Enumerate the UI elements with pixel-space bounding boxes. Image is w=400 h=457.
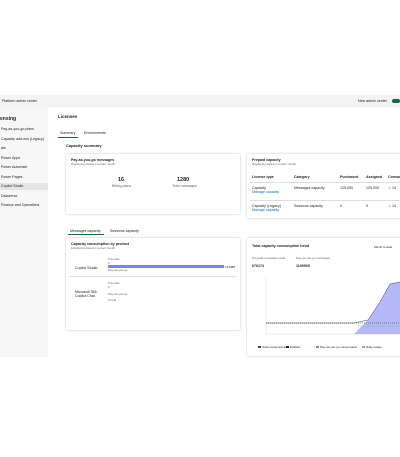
- product-line: Pay-as-you-go: [108, 292, 128, 296]
- nav-selected: [0, 182, 48, 190]
- link[interactable]: Manage capacity: [252, 208, 280, 212]
- cell: 125,000: [366, 186, 379, 190]
- card-title: Prepaid capacity: [252, 158, 281, 162]
- cell: 14: [392, 186, 396, 190]
- stat-value: 1280: [177, 177, 190, 183]
- nav-item[interactable]: Copilot Studio: [1, 184, 24, 188]
- stat-label: Billing plans: [112, 184, 132, 188]
- legend-label: Total consumption: [262, 345, 287, 349]
- stat-value: 16: [118, 177, 125, 183]
- link[interactable]: Manage capacity: [252, 190, 280, 194]
- section-title: Capacity summary: [66, 143, 102, 148]
- legend-swatch: [258, 346, 261, 348]
- legend-swatch: [286, 346, 289, 348]
- column-header: Purchased: [340, 175, 359, 179]
- product-line: 0: [108, 260, 110, 265]
- tab[interactable]: Environments: [84, 131, 106, 135]
- nav-item[interactable]: Capacity add-ons (Legacy): [1, 136, 44, 141]
- product-line: 0 total: [108, 298, 117, 302]
- usage-bar: [108, 265, 224, 268]
- trend-card: [247, 238, 400, 356]
- bar-label: 131088: [225, 265, 236, 269]
- page-title: Licenses: [58, 114, 78, 119]
- cell: Capacity: [252, 186, 266, 190]
- nav-heading: ensing: [0, 116, 17, 122]
- nav-pane: [0, 107, 48, 357]
- legend-swatch: [362, 346, 365, 348]
- warning-icon: ⚠: [388, 186, 392, 190]
- nav-item[interactable]: Finance and Operations: [1, 203, 40, 207]
- column-header: Category: [294, 175, 310, 179]
- cell: 5: [366, 204, 368, 208]
- card-subtitle: Displaying data for current month: [252, 162, 297, 166]
- legend-label: Pay-as-you-go consumption: [320, 345, 358, 349]
- column-header: Assigned: [366, 175, 383, 179]
- tab[interactable]: Summary: [60, 131, 76, 135]
- product-name: Copilot Studio: [75, 266, 98, 270]
- product-card: [66, 238, 240, 330]
- cell: Capacity (Legacy): [252, 204, 281, 208]
- toggle-label[interactable]: New admin center: [358, 99, 387, 103]
- cell: 125,000: [340, 186, 353, 190]
- tab-underline: [68, 234, 104, 235]
- product-line: 0: [108, 284, 110, 289]
- nav-item[interactable]: Power Pages: [1, 174, 23, 179]
- column-header: License type: [252, 175, 274, 179]
- payg-card: [66, 154, 240, 214]
- cell: Sessions capacity: [294, 204, 323, 208]
- legend-label: Daily usage: [366, 345, 382, 349]
- nav-item[interactable]: Power Automate: [1, 165, 28, 169]
- range-picker[interactable]: Month to date: [374, 245, 393, 249]
- area: [354, 282, 400, 334]
- legend-label: Entitled: [290, 345, 301, 349]
- stat-value: 1190909: [296, 264, 310, 268]
- product-line: Pay-as-you-go: [108, 268, 128, 272]
- nav-item[interactable]: Power Apps: [1, 155, 21, 160]
- trend-plot: [265, 278, 400, 335]
- app-title: Platform admin center: [2, 99, 38, 103]
- warning-icon: ⚠: [388, 204, 392, 208]
- cell: 14: [392, 204, 396, 208]
- nav-item[interactable]: Pay-as-you-go plans: [1, 127, 34, 131]
- divider: [70, 276, 236, 277]
- row-divider: [250, 200, 400, 201]
- tab-underline: [58, 137, 78, 138]
- cell: 0: [340, 204, 342, 208]
- product-line: Pre-paid: [108, 281, 120, 285]
- card-title: Total capacity consumption trend: [252, 244, 310, 248]
- product-name: Microsoft 365 Copilot Chat: [75, 290, 97, 298]
- nav-item[interactable]: ats: [1, 146, 6, 150]
- total-line: [266, 281, 400, 324]
- legend-swatch: [316, 346, 319, 348]
- prepaid-card: [247, 154, 400, 218]
- column-header: Consum: [388, 175, 400, 179]
- nav-item[interactable]: Dataverse: [1, 193, 18, 198]
- card-subtitle: Displaying data for current month: [71, 246, 116, 250]
- tab[interactable]: Messages capacity: [70, 229, 101, 233]
- stat-value: 676174: [252, 264, 264, 268]
- toggle[interactable]: [392, 99, 400, 103]
- stat-label: Pay-as-you-go messages: [296, 256, 331, 260]
- product-line: Pre-paid: [108, 257, 120, 261]
- stat-label: Pre-paid messages used: [252, 256, 286, 260]
- tab[interactable]: Sessions capacity: [110, 229, 139, 233]
- top-bar: [0, 95, 400, 107]
- row-divider: [250, 182, 400, 183]
- card-title: Capacity consumption by product: [71, 242, 130, 246]
- card-title: Pay-as-you-go messages: [71, 158, 115, 162]
- card-subtitle: Displaying data for current month: [71, 162, 116, 166]
- cell: Messages capacity: [294, 186, 325, 190]
- stat-label: Total messages: [172, 184, 197, 188]
